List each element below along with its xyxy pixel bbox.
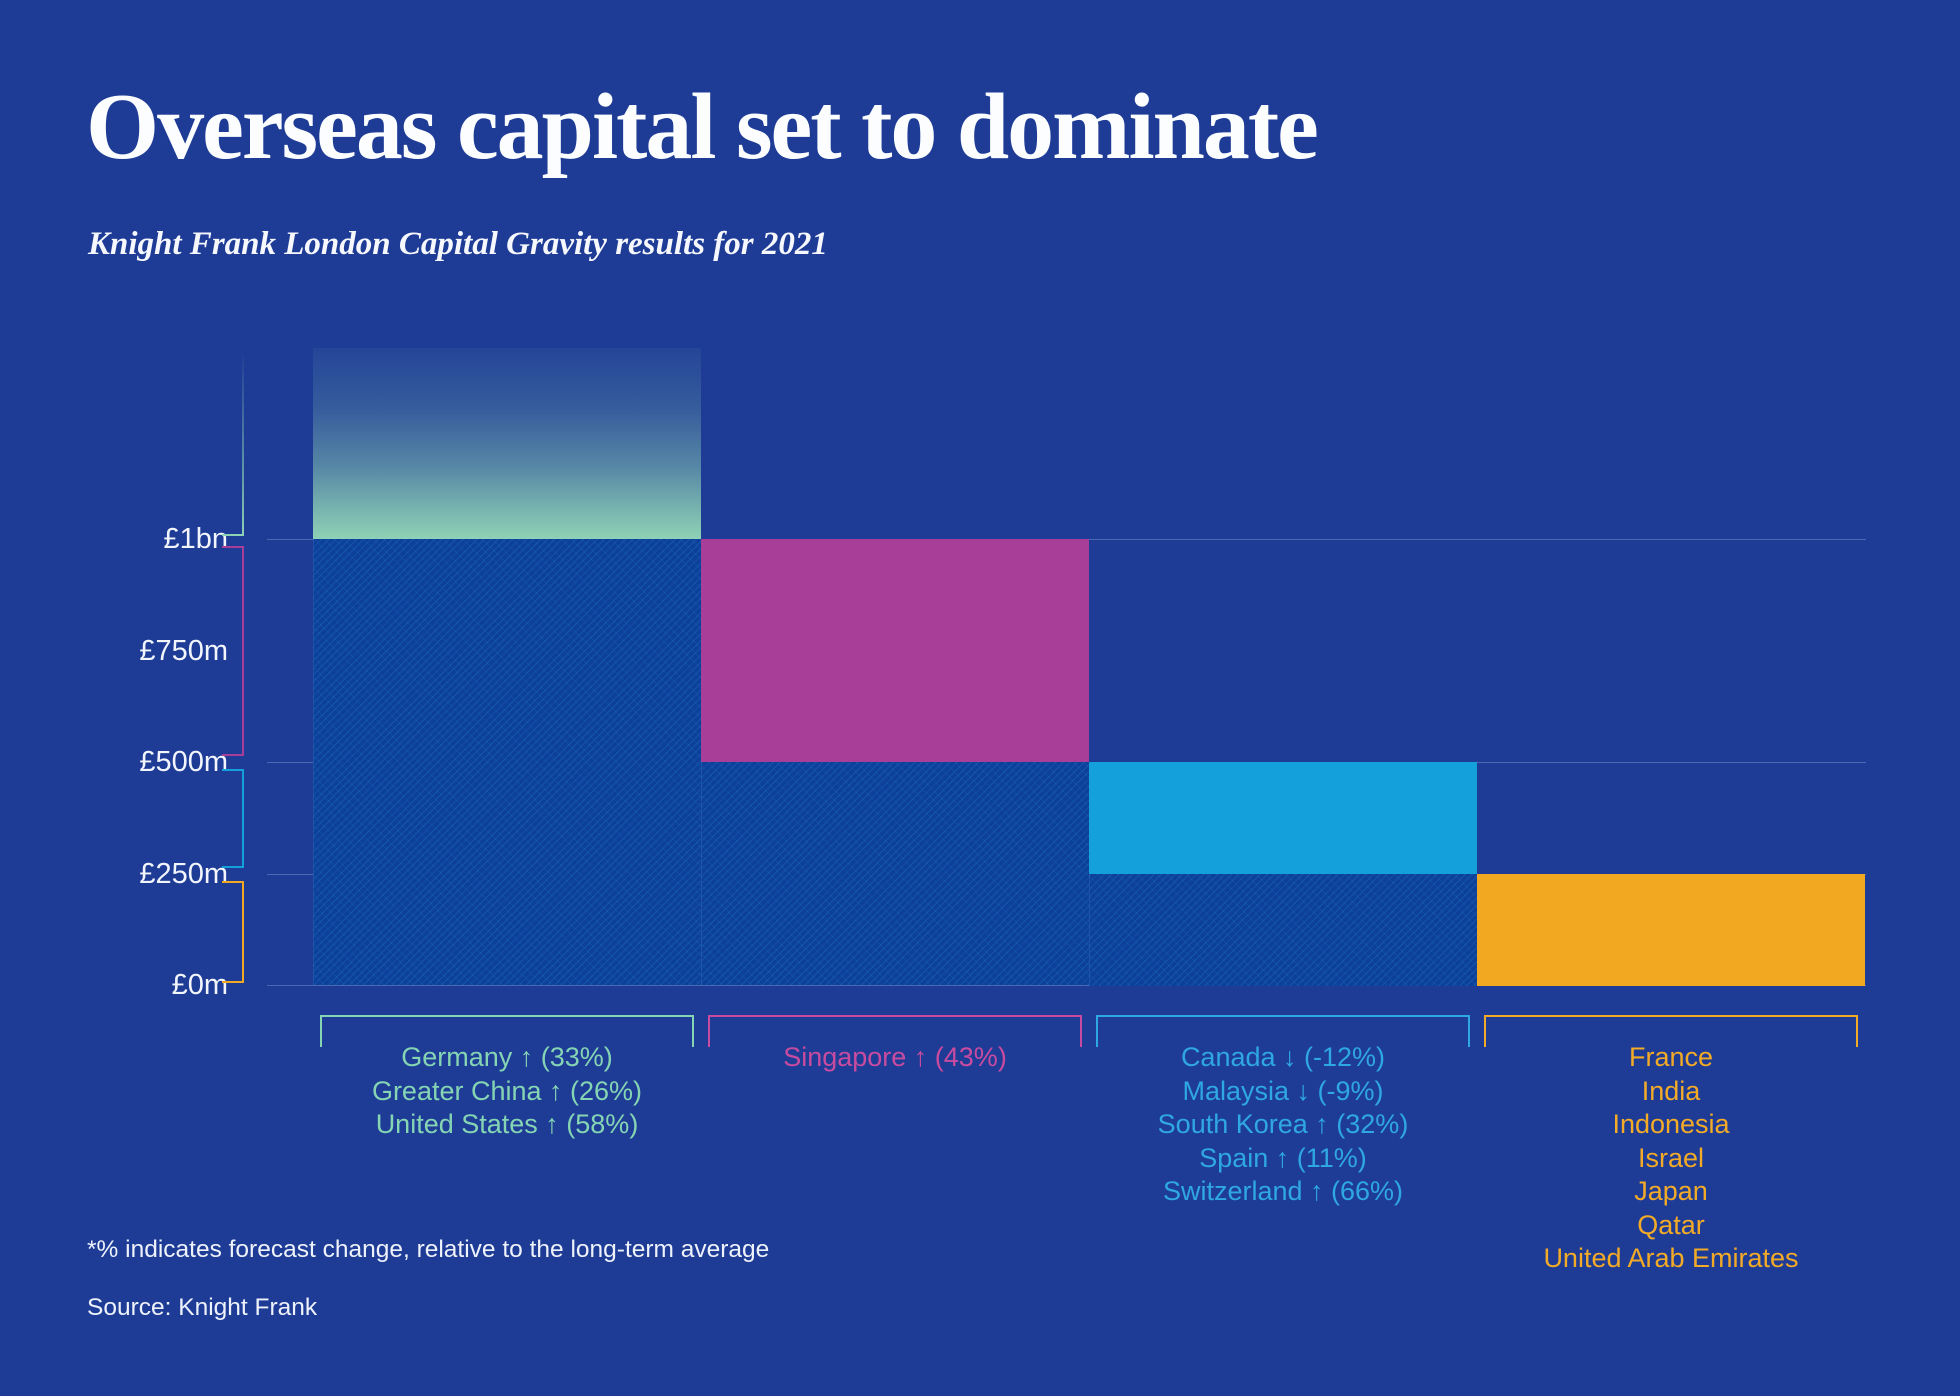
- gridline-£0m: [267, 985, 1866, 986]
- axis-bracket-canada-malaysia-south-korea-spain-switzerland: [242, 769, 244, 868]
- country-label: Canada ↓ (-12%): [1180, 1042, 1386, 1072]
- group-bracket-singapore: [708, 1015, 1082, 1047]
- country-label: Malaysia ↓ (-9%): [1182, 1075, 1384, 1106]
- country-label: Switzerland ↑ (66%): [1162, 1176, 1404, 1206]
- country-label: Germany ↑ (33%): [401, 1042, 613, 1072]
- group-labels-canada-malaysia-south-korea-spain-switzerland: Canada ↓ (-12%) Malaysia ↓ (-9%) South Kor…: [1089, 1041, 1477, 1209]
- group-labels-germany-greater-china-united-states: Germany ↑ (33%) Greater China ↑ (26%) Unit…: [313, 1041, 701, 1142]
- axis-bracket-tick: [222, 534, 244, 536]
- y-axis-label-£500m: £500m: [139, 746, 228, 778]
- bar-segment-canada-malaysia-south-korea-spain-switzerland: [1089, 762, 1477, 874]
- bar-segment-germany-greater-china-united-states: [313, 348, 701, 539]
- axis-bracket-singapore: [242, 546, 244, 756]
- group-bracket-canada-malaysia-south-korea-spain-switzerland: [1096, 1015, 1470, 1047]
- bar-base-germany-greater-china-united-states: [313, 539, 702, 985]
- group-bracket-germany-greater-china-united-states: [320, 1015, 694, 1047]
- y-axis-label-£750m: £750m: [139, 635, 228, 667]
- bar-segment-singapore: [701, 539, 1089, 762]
- page-title: Overseas capital set to dominate: [86, 75, 1319, 179]
- y-axis-label-£250m: £250m: [139, 858, 228, 890]
- country-label: Japan: [1634, 1176, 1708, 1206]
- axis-bracket-tick: [222, 769, 244, 771]
- country-label: Israel: [1637, 1142, 1705, 1173]
- country-label: South Korea ↑ (32%): [1157, 1109, 1409, 1139]
- group-labels-france-india-indonesia-israel-japan-qatar-uae: France India Indonesia Israel Japan Qatar Unit…: [1477, 1041, 1865, 1276]
- country-label: United Arab Emirates: [1543, 1243, 1799, 1273]
- group-labels-singapore: Singapore ↑ (43%): [701, 1041, 1089, 1075]
- axis-bracket-tick: [222, 865, 244, 868]
- country-label: United States ↑ (58%): [375, 1109, 639, 1139]
- footnote: *% indicates forecast change, relative t…: [87, 1236, 770, 1263]
- y-axis-label-£1bn: £1bn: [163, 523, 228, 555]
- country-label: Spain ↑ (11%): [1199, 1142, 1367, 1173]
- country-label: Qatar: [1637, 1209, 1705, 1240]
- axis-bracket-tick: [222, 754, 244, 756]
- bar-base-singapore: [701, 762, 1090, 985]
- country-label: France: [1628, 1042, 1714, 1072]
- country-label: Greater China ↑ (26%): [371, 1075, 643, 1106]
- country-label: Singapore ↑ (43%): [783, 1042, 1007, 1072]
- source-credit: Source: Knight Frank: [87, 1294, 318, 1321]
- bar-segment-france-india-indonesia-israel-japan-qatar-uae: [1477, 874, 1865, 986]
- group-bracket-france-india-indonesia-israel-japan-qatar-uae: [1484, 1015, 1858, 1047]
- y-axis-label-£0m: £0m: [171, 969, 228, 1001]
- chart-subtitle: Knight Frank London Capital Gravity resu…: [88, 226, 828, 262]
- axis-bracket-tick: [222, 546, 244, 548]
- axis-bracket-tick: [222, 981, 244, 983]
- bar-base-canada-malaysia-south-korea-spain-switzerland: [1089, 874, 1478, 986]
- country-label: Indonesia: [1612, 1109, 1730, 1139]
- axis-bracket-tick: [222, 880, 244, 883]
- country-label: India: [1641, 1075, 1701, 1106]
- axis-bracket-germany-greater-china-united-states: [242, 352, 244, 536]
- axis-bracket-france-india-indonesia-israel-japan-qatar-uae: [242, 880, 244, 983]
